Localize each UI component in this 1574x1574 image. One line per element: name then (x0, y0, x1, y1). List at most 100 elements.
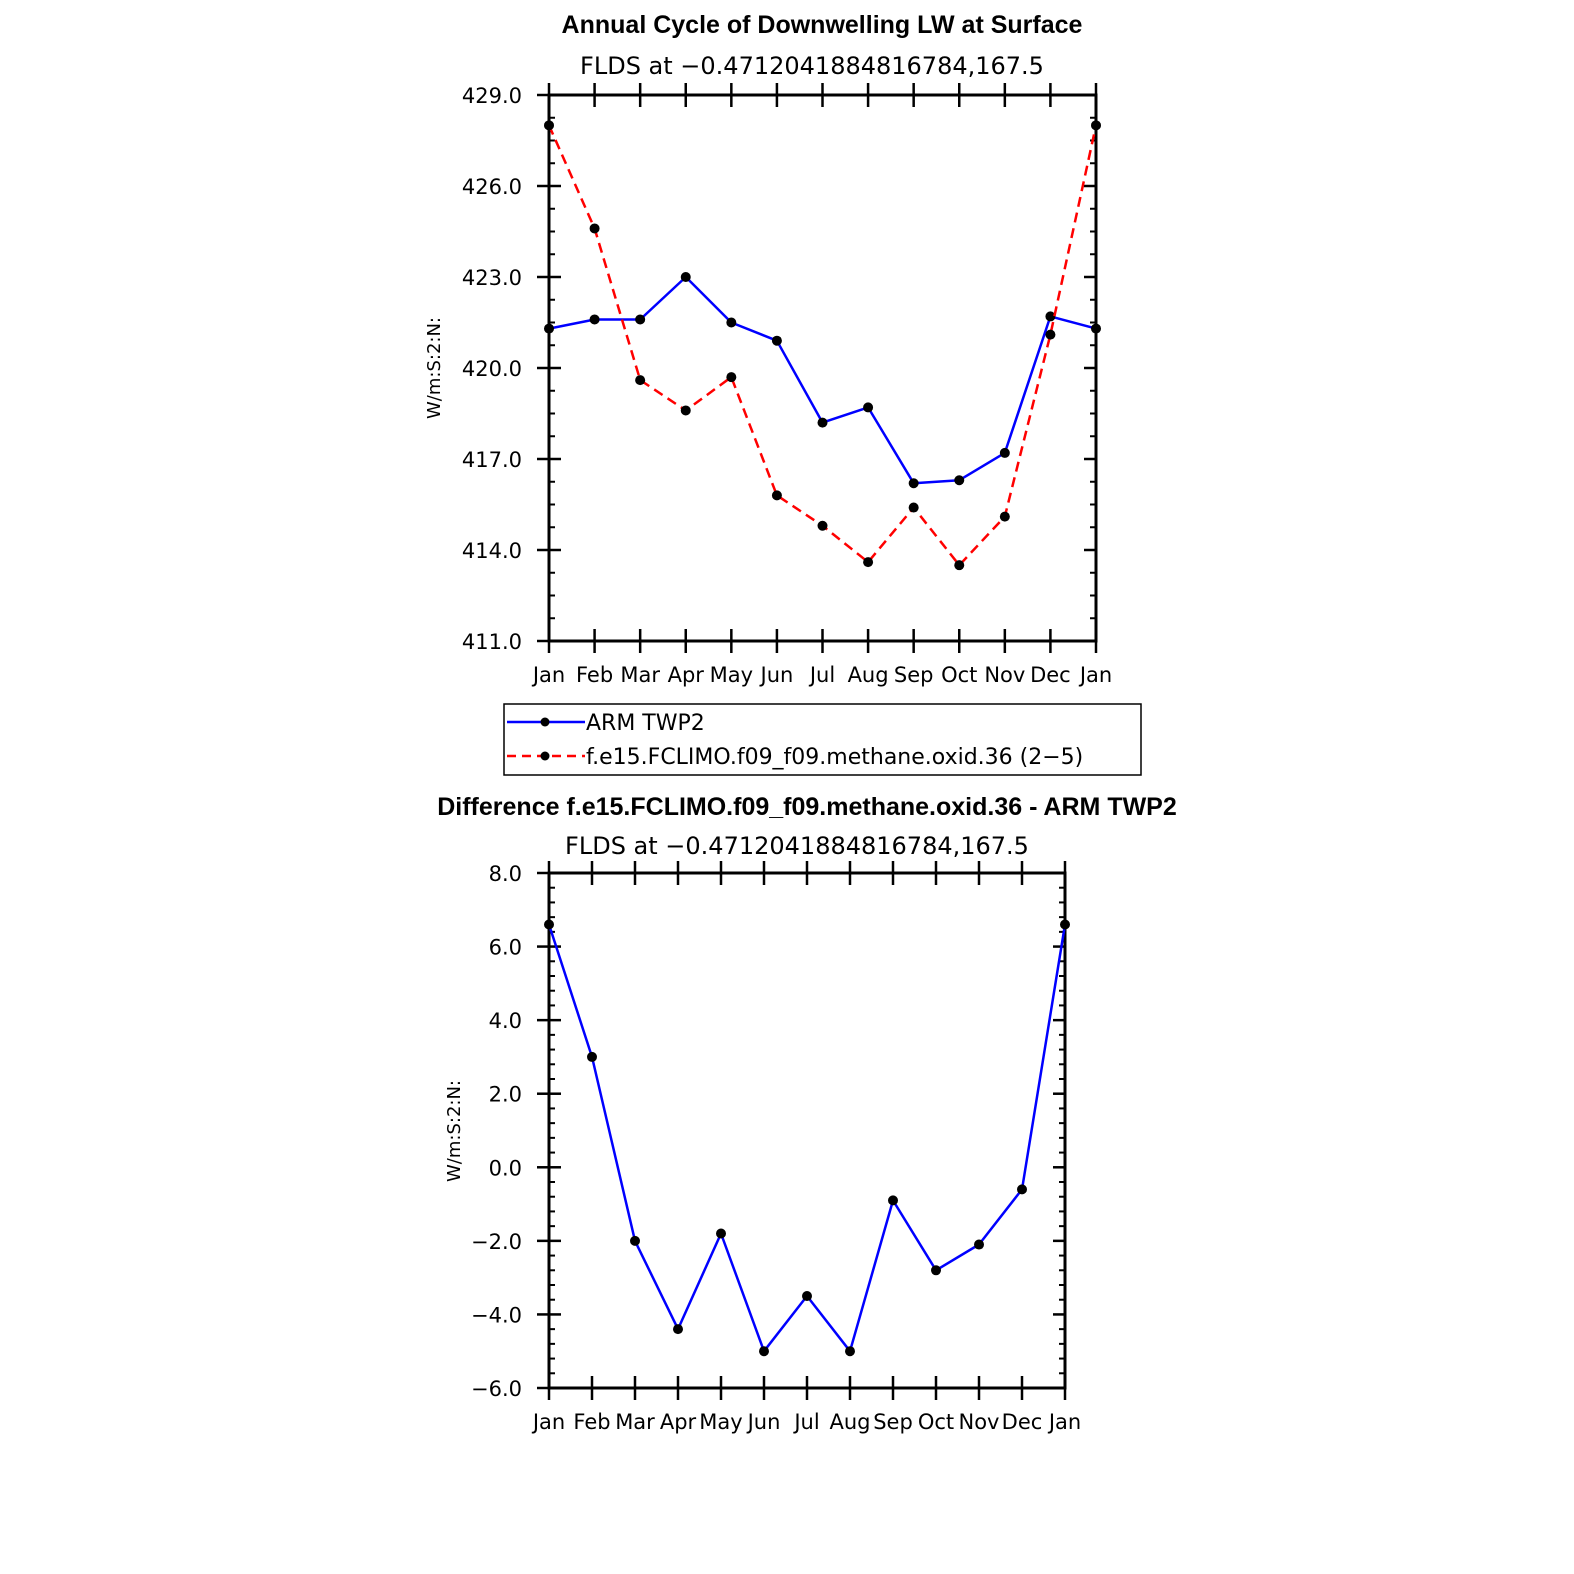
data-point (1091, 120, 1101, 131)
y-axis-label: W/m:S:2:N: (424, 317, 445, 419)
x-tick-label: May (699, 1410, 742, 1434)
plot-frame (547, 93, 1098, 643)
y-tick-label: −2.0 (471, 1230, 522, 1254)
legend-label-arm: ARM TWP2 (586, 711, 705, 736)
axis-ticks (537, 83, 1098, 653)
x-tick-label: Jul (792, 1410, 819, 1434)
x-tick-label: Jan (1078, 663, 1112, 687)
x-tick-label: Nov (984, 663, 1025, 687)
data-point (908, 478, 919, 489)
x-tick-label: Dec (1002, 1410, 1043, 1434)
x-tick-label: Oct (941, 663, 977, 687)
data-point (999, 511, 1010, 522)
x-tick-label: Jul (808, 663, 835, 687)
x-tick-label: Dec (1030, 663, 1071, 687)
chart-title: Difference f.e15.FCLIMO.f09_f09.methane.… (437, 793, 1177, 821)
x-tick-label: Jan (531, 1410, 565, 1434)
x-tick-labels: Jan Feb Mar Apr May Jun Jul Aug Sep Oct Nov Dec Jan (531, 663, 1112, 687)
y-tick-label: 0.0 (489, 1156, 522, 1180)
x-tick-label: Mar (615, 1410, 655, 1434)
x-tick-label: Feb (576, 663, 613, 687)
legend-marker-arm (540, 717, 550, 727)
data-point (544, 919, 554, 930)
data-point (863, 402, 874, 413)
series-line-0 (548, 275, 1097, 485)
y-axis-label: W/m:S:2:N: (444, 1080, 465, 1182)
data-point (771, 490, 782, 501)
y-tick-label: 8.0 (489, 862, 522, 886)
data-point (635, 375, 646, 386)
x-tick-label: Jan (1047, 1410, 1081, 1434)
data-point (802, 1291, 812, 1302)
legend-marker-model (540, 751, 550, 761)
series-layer (544, 919, 1070, 1357)
data-point (771, 335, 782, 346)
data-point (680, 405, 691, 416)
data-point (1045, 311, 1056, 322)
x-tick-label: Sep (873, 1410, 913, 1434)
data-point (999, 447, 1010, 458)
x-tick-label: Jun (759, 663, 794, 687)
y-tick-label: 426.0 (462, 175, 522, 199)
y-tick-label: 417.0 (462, 448, 522, 472)
series-line-1 (547, 124, 1098, 567)
y-tick-label: 420.0 (462, 357, 522, 381)
data-point (759, 1346, 769, 1357)
data-point (845, 1346, 855, 1357)
data-point (630, 1235, 640, 1246)
data-point (673, 1324, 683, 1335)
x-tick-label: Jan (531, 663, 565, 687)
chart-title: Annual Cycle of Downwelling LW at Surfac… (562, 11, 1083, 39)
data-point (1091, 323, 1101, 334)
data-point (544, 120, 554, 131)
data-point (1017, 1184, 1027, 1195)
x-tick-label: Apr (668, 663, 705, 687)
x-tick-label: Nov (959, 1410, 1000, 1434)
data-point (974, 1239, 984, 1250)
legend-box (503, 703, 1142, 776)
series-line-0 (547, 924, 1067, 1353)
y-tick-label: 414.0 (462, 539, 522, 563)
data-point (544, 323, 554, 334)
chart-subtitle: FLDS at −0.4712041884816784,167.5 (565, 832, 1029, 860)
data-point (817, 520, 828, 531)
data-point (931, 1265, 941, 1276)
x-tick-labels: Jan Feb Mar Apr May Jun Jul Aug Sep Oct Nov Dec Jan (531, 1410, 1081, 1434)
series-layer (544, 120, 1101, 571)
y-tick-label: 423.0 (462, 266, 522, 290)
data-point (587, 1051, 597, 1062)
x-tick-label: Oct (918, 1410, 954, 1434)
data-point (726, 317, 737, 328)
data-point (716, 1228, 726, 1239)
x-tick-label: May (710, 663, 753, 687)
data-point (635, 314, 646, 325)
data-point (589, 223, 600, 234)
data-point (954, 560, 965, 571)
x-tick-label: Aug (829, 1410, 870, 1434)
x-tick-label: Apr (660, 1410, 697, 1434)
y-tick-label: 6.0 (489, 936, 522, 960)
data-point (1060, 919, 1070, 930)
x-tick-label: Mar (620, 663, 660, 687)
data-point (817, 417, 828, 428)
plot-frame (547, 871, 1067, 1390)
y-tick-label: 4.0 (489, 1009, 522, 1033)
data-point (863, 557, 874, 568)
data-point (888, 1195, 898, 1206)
data-point (954, 475, 965, 486)
y-tick-label: −4.0 (471, 1303, 522, 1327)
axis-ticks (537, 861, 1067, 1400)
x-tick-label: Aug (848, 663, 889, 687)
x-tick-label: Feb (573, 1410, 610, 1434)
y-tick-label: 2.0 (489, 1083, 522, 1107)
x-tick-label: Sep (894, 663, 934, 687)
legend-label-model: f.e15.FCLIMO.f09_f09.methane.oxid.36 (2−… (586, 745, 1083, 770)
data-point (680, 272, 691, 282)
y-tick-label: 411.0 (462, 630, 522, 654)
legend: ARM TWP2 f.e15.FCLIMO.f09_f09.methane.ox… (503, 703, 1142, 776)
data-point (589, 314, 600, 325)
data-point (726, 372, 737, 383)
data-point (908, 502, 919, 513)
chart-subtitle: FLDS at −0.4712041884816784,167.5 (580, 52, 1044, 80)
